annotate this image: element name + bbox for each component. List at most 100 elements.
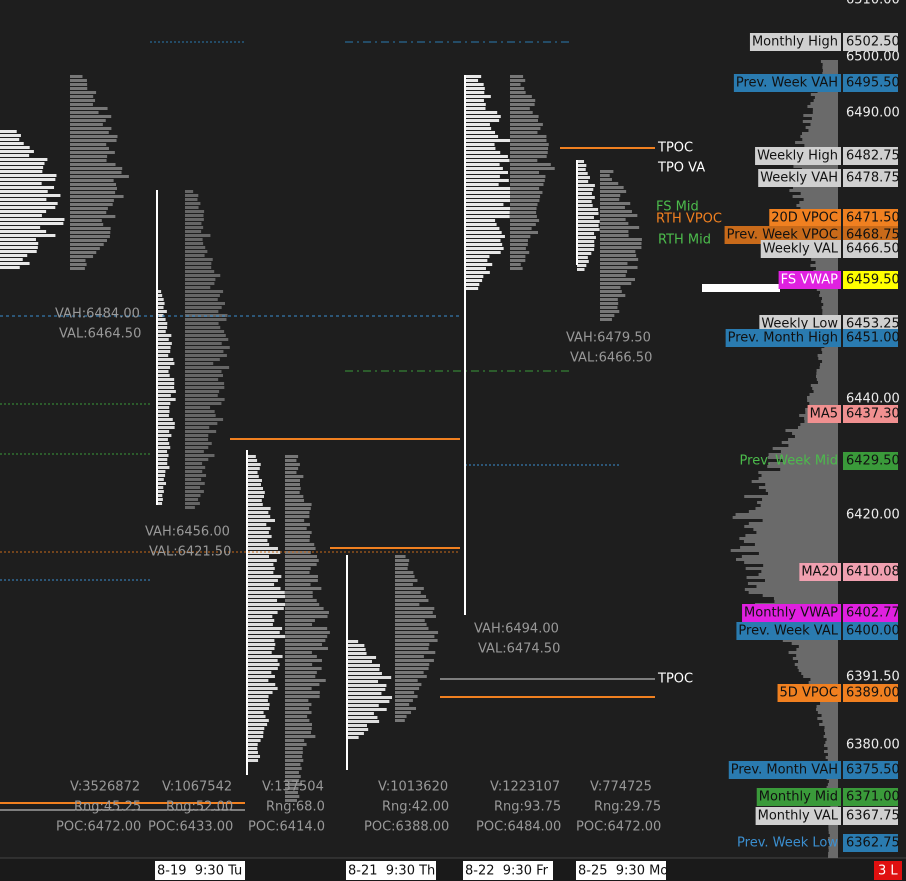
session-poc: POC:6414.0: [248, 820, 325, 835]
volume-profile-bar: [821, 300, 838, 303]
profile-bar: [600, 262, 628, 265]
profile-bar: [70, 163, 116, 166]
profile-bar: [395, 615, 436, 618]
profile-bar: [247, 459, 258, 462]
level-price-box: [843, 622, 898, 640]
profile-bar: [157, 326, 168, 329]
volume-profile-bar: [768, 492, 838, 495]
profile-bar: [247, 555, 270, 558]
profile-bar: [185, 338, 229, 341]
volume-profile-bar: [822, 720, 838, 723]
price-axis-label: 6500.00: [846, 50, 900, 65]
volume-profile-bar: [744, 561, 838, 564]
profile-bar: [285, 459, 297, 462]
profile-bar: [247, 603, 287, 606]
profile-bar: [465, 195, 513, 198]
profile-bar: [247, 619, 275, 622]
profile-bar: [577, 240, 595, 243]
profile-bar: [157, 362, 175, 365]
profile-bar: [0, 238, 36, 241]
volume-profile-bar: [774, 600, 838, 603]
volume-profile-bar: [805, 126, 838, 129]
volume-profile-bar: [829, 834, 838, 837]
status-label: 3 L: [878, 864, 898, 879]
profile-bar: [600, 278, 636, 281]
profile-bar: [600, 242, 642, 245]
profile-bar: [465, 183, 499, 186]
profile-bar: [347, 708, 387, 711]
profile-bar: [510, 239, 528, 242]
profile-bar: [577, 160, 585, 163]
profile-bar: [285, 643, 323, 646]
profile-bar: [185, 222, 202, 225]
volume-profile-bar: [802, 138, 838, 141]
profile-bar: [395, 623, 427, 626]
profile-bar: [465, 231, 502, 234]
profile-bar: [510, 111, 533, 114]
level-name: Weekly High: [757, 149, 838, 164]
profile-bar: [510, 131, 538, 134]
volume-profile-bar: [758, 552, 838, 555]
profile-bar: [285, 687, 312, 690]
profile-bar: [157, 302, 165, 305]
profile-bar: [70, 183, 117, 186]
profile-bar: [285, 667, 322, 670]
profile-bar: [157, 334, 172, 337]
profile-bar: [347, 648, 366, 651]
profile-bar: [465, 143, 495, 146]
level-price-box: [843, 315, 898, 333]
volume-profile-bar: [809, 393, 838, 396]
volume-profile-bar: [735, 558, 838, 561]
profile-bar: [185, 194, 199, 197]
profile-bar: [600, 270, 628, 273]
profile-bar: [510, 211, 537, 214]
profile-bar: [0, 226, 41, 229]
profile-bar: [247, 715, 266, 718]
profile-bar: [70, 159, 107, 162]
level-price: 6429.50: [846, 454, 900, 469]
profile-bar: [285, 707, 310, 710]
profile-bar: [70, 103, 93, 106]
profile-bar: [465, 255, 490, 258]
profile-bar: [285, 567, 311, 570]
volume-profile-bar: [810, 93, 838, 96]
volume-profile-bar: [824, 726, 838, 729]
volume-profile-bar: [773, 597, 838, 600]
price-axis-label: 6380.00: [846, 738, 900, 753]
profile-bar: [185, 374, 223, 377]
level-price-box: [843, 74, 898, 92]
profile-bar: [70, 243, 104, 246]
annotation: FS Mid: [656, 200, 699, 215]
volume-profile-bar: [803, 114, 838, 117]
level-price-box: [843, 788, 898, 806]
profile-bar: [185, 494, 201, 497]
profile-bar: [157, 402, 171, 405]
volume-profile-bar: [810, 264, 838, 267]
profile-bar: [0, 234, 56, 237]
profile-bar: [247, 647, 275, 650]
profile-bar: [185, 298, 218, 301]
profile-bar: [465, 287, 479, 290]
profile-bar: [285, 471, 297, 474]
profile-bar: [185, 406, 211, 409]
level-name-box: [769, 209, 841, 227]
level-price-box: [843, 209, 898, 227]
profile-bar: [285, 539, 310, 542]
session-volume: V:3526872: [70, 780, 140, 795]
profile-bar: [70, 235, 110, 238]
profile-bar: [600, 286, 621, 289]
profile-bar: [285, 467, 299, 470]
profile-bar: [185, 430, 217, 433]
profile-bar: [247, 507, 271, 510]
profile-bar: [285, 587, 322, 590]
profile-bar: [285, 503, 312, 506]
profile-bar: [247, 643, 276, 646]
profile-bar: [285, 535, 310, 538]
profile-bar: [70, 83, 88, 86]
volume-profile-bar: [740, 546, 838, 549]
profile-bar: [185, 378, 219, 381]
profile-bar: [600, 202, 631, 205]
profile-bar: [600, 282, 632, 285]
level-name-box: [742, 604, 841, 622]
profile-bar: [285, 775, 301, 778]
